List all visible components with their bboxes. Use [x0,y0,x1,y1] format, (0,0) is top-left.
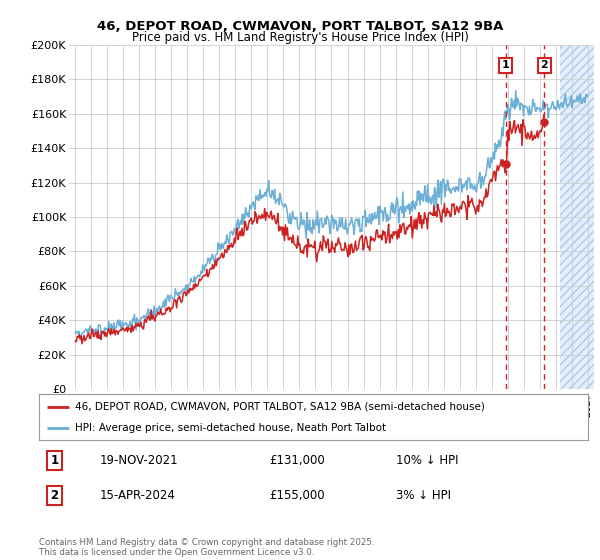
Text: 1: 1 [50,454,58,467]
Text: 10% ↓ HPI: 10% ↓ HPI [396,454,458,467]
Text: HPI: Average price, semi-detached house, Neath Port Talbot: HPI: Average price, semi-detached house,… [74,423,386,433]
Text: £155,000: £155,000 [269,489,325,502]
Text: £131,000: £131,000 [269,454,325,467]
Text: 2: 2 [50,489,58,502]
Text: 2: 2 [541,60,548,71]
Bar [560,45,594,389]
Text: Contains HM Land Registry data © Crown copyright and database right 2025.
This d: Contains HM Land Registry data © Crown c… [39,538,374,557]
Text: Price paid vs. HM Land Registry's House Price Index (HPI): Price paid vs. HM Land Registry's House … [131,31,469,44]
Text: 15-APR-2024: 15-APR-2024 [100,489,175,502]
Text: 46, DEPOT ROAD, CWMAVON, PORT TALBOT, SA12 9BA (semi-detached house): 46, DEPOT ROAD, CWMAVON, PORT TALBOT, SA… [74,402,485,412]
Bar [560,45,594,389]
Text: 1: 1 [502,60,509,71]
Text: 19-NOV-2021: 19-NOV-2021 [100,454,178,467]
Text: 46, DEPOT ROAD, CWMAVON, PORT TALBOT, SA12 9BA: 46, DEPOT ROAD, CWMAVON, PORT TALBOT, SA… [97,20,503,32]
Text: 3% ↓ HPI: 3% ↓ HPI [396,489,451,502]
